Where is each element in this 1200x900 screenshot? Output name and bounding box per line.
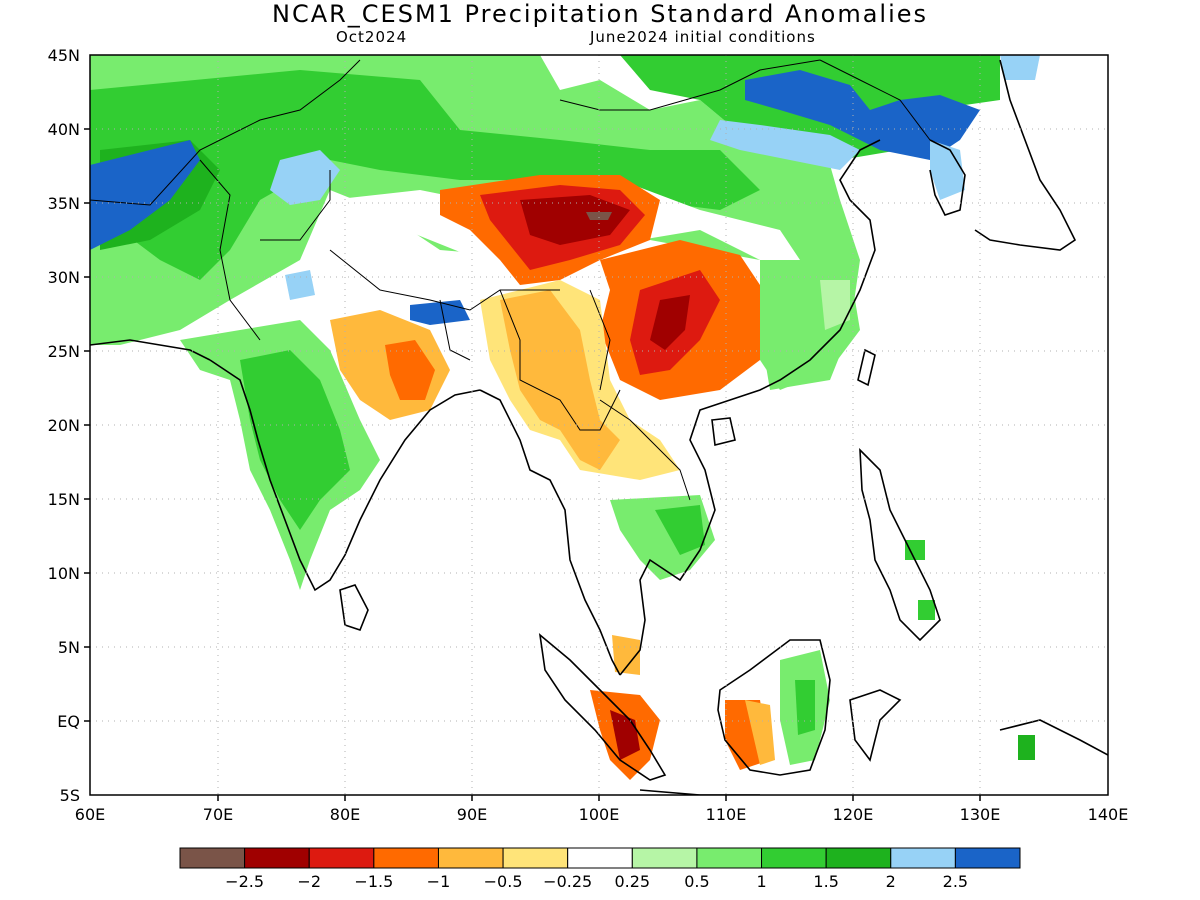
- forecast-month: Oct2024: [336, 28, 408, 46]
- lon-label: 130E: [960, 805, 1001, 824]
- lon-label: 80E: [330, 805, 360, 824]
- moderate-wet-mongolia: [710, 120, 860, 170]
- very-dry-southwest-china: [650, 295, 690, 350]
- very-wet-afghanistan: [90, 140, 200, 250]
- lon-label: 90E: [457, 805, 487, 824]
- lon-label: 120E: [833, 805, 874, 824]
- coast-hainan: [711, 417, 736, 446]
- colorbar-swatch: [179, 847, 246, 869]
- colorbar: −2.5 −2 −1.5 −1 −0.5 −0.25 0.25 0.5 1 1.5 2 2.5: [179, 847, 1021, 891]
- coast-philippines: [859, 447, 941, 642]
- colorbar-label: 2.5: [943, 872, 968, 891]
- moderate-dry-borneo: [745, 700, 775, 765]
- coastlines: [90, 59, 1108, 795]
- colorbar-label: −2: [297, 872, 321, 891]
- coast-japan: [974, 59, 1077, 251]
- lat-label: 5N: [58, 638, 80, 657]
- coast-sulawesi: [849, 689, 902, 762]
- colorbar-swatch: [631, 847, 698, 869]
- colorbar-swatch: [373, 847, 439, 869]
- lat-label: 35N: [48, 194, 80, 213]
- dry-region-malaysia: [612, 635, 640, 675]
- moderate-wet-india-north: [285, 270, 315, 300]
- colorbar-label: −1: [427, 872, 451, 891]
- colorbar-label: −2.5: [225, 872, 264, 891]
- extreme-dry-tibet: [586, 212, 612, 220]
- moderate-wet-east-china: [820, 280, 850, 330]
- very-wet-nepal: [410, 300, 470, 325]
- lat-label: 20N: [48, 416, 80, 435]
- lat-label: 30N: [48, 268, 80, 287]
- lat-label: EQ: [57, 712, 80, 731]
- colorbar-label: −0.5: [484, 872, 523, 891]
- initial-conditions: June2024 initial conditions: [590, 28, 816, 46]
- lat-label: 15N: [48, 490, 80, 509]
- longitude-labels: 60E 70E 80E 90E 100E 110E 120E 130E 140E: [75, 805, 1129, 824]
- colorbar-swatch: [244, 847, 310, 869]
- colorbar-label: 0.25: [614, 872, 650, 891]
- coast-korea: [929, 139, 966, 216]
- colorbar-swatch: [308, 847, 375, 869]
- lon-label: 60E: [75, 805, 105, 824]
- lon-label: 140E: [1088, 805, 1129, 824]
- very-dry-tibet: [520, 195, 630, 245]
- coast-borneo: [717, 639, 831, 776]
- axis-tick-marks: [84, 128, 981, 801]
- colorbar-swatch: [696, 847, 763, 869]
- colorbar-swatch: [890, 847, 956, 869]
- coast-india: [209, 359, 481, 592]
- lon-label: 110E: [706, 805, 747, 824]
- colorbar-label: 2: [886, 872, 896, 891]
- wet-region-india-core: [240, 350, 350, 530]
- wet-region-new-guinea: [1018, 735, 1035, 760]
- map-title: NCAR_CESM1 Precipitation Standard Anomal…: [271, 0, 929, 28]
- colorbar-label: −0.25: [543, 872, 592, 891]
- country-borders: [90, 59, 931, 501]
- coast-indochina: [619, 139, 881, 676]
- moderate-wet-korea: [930, 140, 965, 200]
- lon-label: 70E: [203, 805, 233, 824]
- colorbar-swatch: [825, 847, 892, 869]
- anomaly-field: [90, 55, 1040, 780]
- colorbar-swatch: [954, 847, 1021, 869]
- coast-arabia-iran: [90, 339, 211, 361]
- lat-label: 40N: [48, 120, 80, 139]
- wet-region-inner: [90, 70, 760, 280]
- lat-label: 5S: [60, 786, 80, 805]
- dry-region-india-east-core: [385, 340, 435, 400]
- lat-label: 25N: [48, 342, 80, 361]
- coast-taiwan: [857, 348, 876, 387]
- coast-myanmar-thailand: [479, 389, 621, 676]
- coast-sri-lanka: [339, 584, 369, 631]
- coast-new-guinea: [999, 719, 1108, 756]
- colorbar-swatch: [567, 847, 633, 869]
- colorbar-label: −1.5: [354, 872, 393, 891]
- latitude-labels: 45N 40N 35N 30N 25N 20N 15N 10N 5N EQ 5S: [48, 46, 80, 805]
- wet-region-mindanao: [918, 600, 935, 620]
- colorbar-swatch: [761, 847, 827, 869]
- very-wet-mongolia: [745, 70, 980, 160]
- dry-region-myanmar: [500, 290, 620, 470]
- lat-label: 45N: [48, 46, 80, 65]
- coast-sumatra: [538, 633, 667, 781]
- coast-java: [639, 789, 760, 795]
- colorbar-swatch: [437, 847, 504, 869]
- moderate-wet-tibet-west: [270, 150, 340, 205]
- wet-region-philippines: [905, 540, 925, 560]
- wet-region-borneo-core: [795, 680, 815, 735]
- colorbar-swatch: [502, 847, 569, 869]
- colorbar-label: 1: [756, 872, 766, 891]
- colorbar-label: 0.5: [684, 872, 709, 891]
- colorbar-label: 1.5: [813, 872, 838, 891]
- moderate-wet-japan: [1000, 55, 1040, 80]
- lon-label: 100E: [579, 805, 620, 824]
- lat-label: 10N: [48, 564, 80, 583]
- wet-region-indochina-core: [655, 505, 705, 555]
